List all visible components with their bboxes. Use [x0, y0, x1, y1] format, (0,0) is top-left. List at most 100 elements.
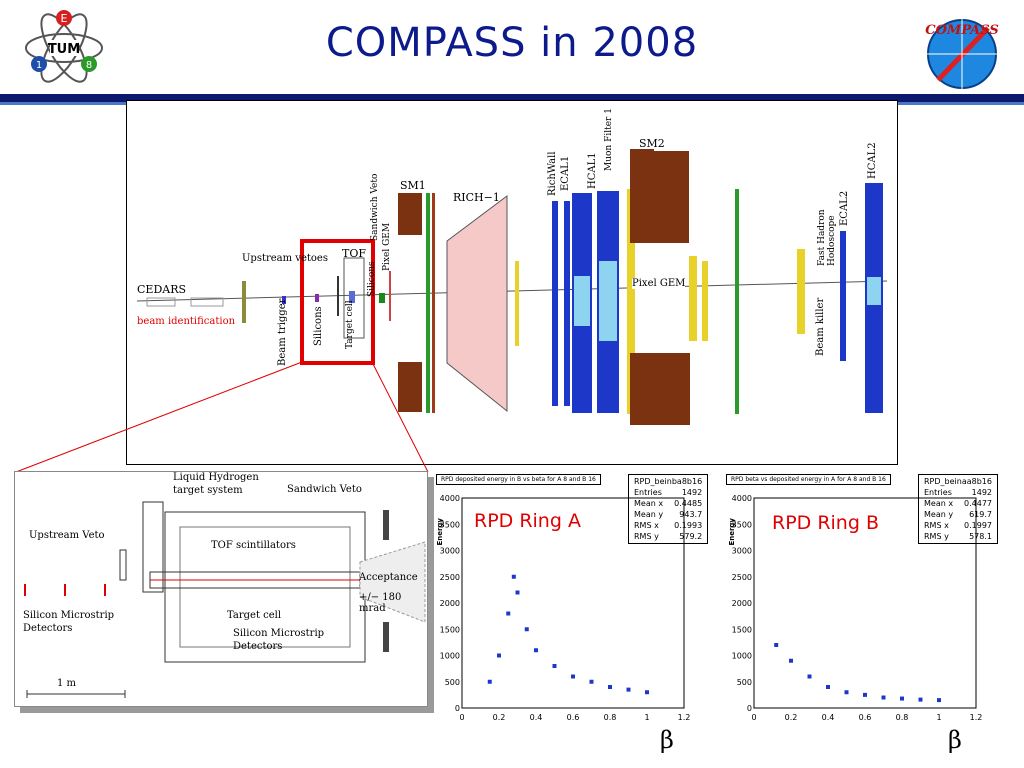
x-tick-label: 0	[751, 713, 756, 722]
plot-b-svg: 0 500 1000 1500 2000 2500 3000 3500 4000 0 0.2 0.4 0…	[728, 494, 982, 722]
label-silicon-detectors-1: Silicon Microstrip	[233, 628, 325, 639]
x-tick-label: 0.6	[567, 713, 580, 722]
y-tick-label: 1000	[440, 652, 460, 661]
stats-row: Mean y 943.7	[634, 510, 703, 519]
data-point	[881, 695, 886, 700]
stats-row: Mean y 619.7	[924, 510, 992, 519]
plot-a-label: RPD Ring A	[474, 510, 581, 532]
compass-logo-text: COMPASS	[925, 23, 998, 38]
label-tof-scintillators: TOF scintillators	[211, 540, 296, 551]
x-tick-label: 0.2	[493, 713, 506, 722]
plot-a-title: RPD deposited energy in B vs beta for A …	[436, 474, 601, 485]
logo-letter-8: 8	[86, 60, 92, 71]
label-mrad: +/− 180 mrad	[359, 592, 402, 614]
plot-b-xlabel: β	[948, 726, 962, 754]
x-tick-label: 0	[459, 713, 464, 722]
data-point	[774, 643, 779, 647]
label-rich1: RICH−1	[453, 191, 500, 204]
data-point	[534, 648, 538, 653]
y-tick-label: 2000	[732, 599, 752, 608]
data-point	[918, 697, 923, 702]
y-tick-label: 3000	[732, 547, 752, 556]
plot-b-title: RPD beta vs deposited energy in A for A …	[726, 474, 891, 485]
label-pixel-gem-2: Pixel GEM	[632, 278, 686, 289]
logo-tum-text: TUM	[48, 42, 80, 57]
y-tick-label: 1500	[732, 625, 752, 634]
data-point	[863, 692, 867, 697]
y-tick-label: 500	[737, 678, 752, 687]
label-target-cell-detail: Target cell	[227, 610, 282, 621]
label-sandwich-veto-detail: Sandwich Veto	[287, 484, 362, 495]
data-point	[571, 674, 575, 679]
tum-logo: E 1 8 TUM	[22, 6, 106, 90]
plot-a-xlabel: β	[660, 726, 674, 754]
y-axis-label: Energy	[728, 518, 736, 546]
stats-row: RMS x 0.1997	[924, 521, 992, 530]
data-point	[807, 674, 812, 679]
x-tick-label: 0.8	[604, 713, 617, 722]
data-point	[497, 653, 501, 658]
stats-hist-name: RPD_beinba8b16	[634, 477, 703, 486]
label-silicon-detectors-left-1: Silicon Microstrip	[23, 610, 115, 621]
data-point	[626, 687, 631, 692]
label-sm2: SM2	[639, 137, 665, 150]
plot-frame	[753, 497, 977, 709]
x-tick-label: 0.8	[896, 713, 909, 722]
label-silicon-detectors-2: Detectors	[233, 641, 283, 652]
x-tick-label: 0.6	[859, 713, 872, 722]
y-tick-label: 3000	[440, 547, 460, 556]
y-tick-label: 500	[445, 678, 460, 687]
data-point	[552, 664, 557, 668]
label-liquid-hydrogen: Liquid Hydrogen	[173, 472, 259, 483]
target-detail-svg	[24, 501, 426, 698]
data-point	[589, 679, 594, 684]
stats-hist-name: RPD_beinaa8b16	[924, 477, 992, 486]
data-point	[789, 658, 793, 663]
compass-logo: COMPASS	[918, 10, 1008, 92]
data-point	[826, 685, 830, 689]
x-tick-label: 0.4	[822, 713, 835, 722]
stats-row: Mean x 0.4477	[924, 499, 992, 508]
label-cedars: CEDARS	[137, 283, 187, 296]
stats-row: RMS x 0.1993	[634, 521, 703, 530]
label-acceptance: Acceptance	[359, 572, 418, 583]
stats-row: Entries 1492	[924, 488, 992, 497]
plot-ring-a: RPD deposited energy in B vs beta for A …	[434, 472, 709, 722]
plot-b-stats: RPD_beinaa8b16 Entries 1492 Mean x 0.4477 Mea…	[918, 474, 998, 544]
label-scale: 1 m	[57, 678, 77, 689]
stats-row: Entries 1492	[634, 488, 703, 497]
label-sm1: SM1	[400, 179, 426, 192]
spectrometer-diagram: CEDARS beam identification Upstream veto…	[126, 100, 898, 465]
y-tick-label: 1000	[732, 652, 752, 661]
y-axis-label: Energy	[436, 518, 444, 546]
data-point	[515, 590, 520, 595]
data-point	[937, 698, 941, 703]
x-tick-label: 1.2	[678, 713, 691, 722]
plot-b-label: RPD Ring B	[772, 512, 879, 534]
plot-frame	[461, 497, 685, 709]
spectrometer-svg	[136, 149, 888, 425]
data-point	[844, 690, 849, 695]
logo-letter-1: 1	[36, 60, 42, 71]
data-point	[608, 685, 612, 689]
data-point	[645, 690, 649, 695]
label-upstream-vetoes: Upstream vetoes	[242, 253, 328, 264]
y-tick-label: 2500	[440, 573, 460, 582]
label-upstream-veto: Upstream Veto	[29, 530, 105, 541]
header-rule	[0, 94, 1024, 102]
data-point	[487, 679, 492, 684]
label-silicon-detectors-left-2: Detectors	[23, 623, 73, 634]
x-tick-label: 1	[936, 713, 941, 722]
plot-ring-b: RPD beta vs deposited energy in A for A …	[724, 472, 1014, 722]
plot-a-stats: RPD_beinba8b16 Entries 1492 Mean x 0.4485 Mea…	[628, 474, 709, 544]
y-tick-label: 1500	[440, 625, 460, 634]
stats-row: RMS y 579.2	[634, 532, 703, 541]
y-tick-label: 0	[747, 704, 752, 713]
page-title: COMPASS in 2008	[325, 20, 699, 66]
label-tof: TOF	[342, 247, 366, 260]
stats-row: RMS y 578.1	[924, 532, 992, 541]
y-tick-label: 2500	[732, 573, 752, 582]
label-beam-identification: beam identification	[137, 316, 236, 327]
y-tick-label: 3500	[440, 520, 460, 529]
